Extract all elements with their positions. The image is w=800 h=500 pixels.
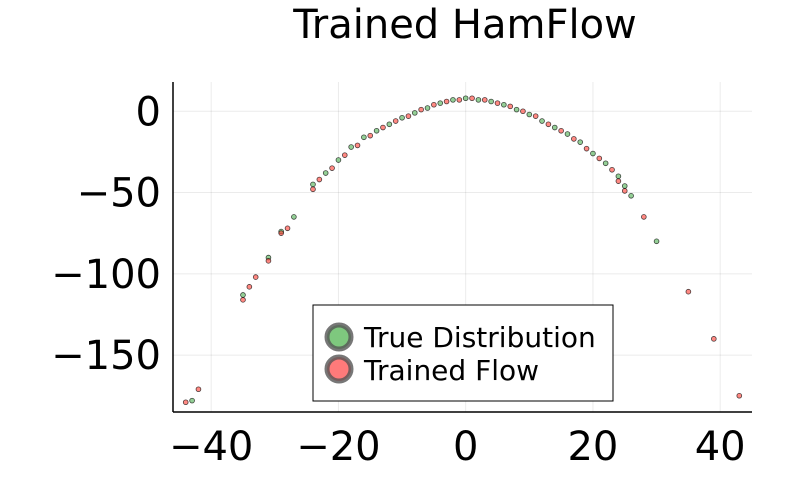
trained-flow-point: [494, 100, 501, 106]
trained-flow-point: [284, 225, 291, 232]
trained-flow-point: [641, 214, 647, 220]
true-distribution-point: [437, 100, 444, 106]
trained-flow-point: [431, 101, 437, 108]
true-distribution-point: [291, 214, 297, 220]
trained-flow-point: [685, 288, 692, 295]
y-tick-label: −100: [51, 252, 161, 298]
trained-flow-point: [609, 166, 615, 173]
true-distribution-point: [602, 160, 609, 167]
true-distribution-point: [240, 292, 246, 298]
true-distribution-point: [564, 131, 571, 137]
true-distribution-point: [475, 97, 482, 103]
true-distribution-point: [411, 110, 418, 116]
x-tick-label: 0: [453, 424, 478, 470]
true-distribution-point: [501, 101, 507, 108]
trained-flow-point: [481, 97, 488, 103]
true-distribution-point: [621, 183, 628, 189]
y-tick-label: −150: [51, 333, 161, 379]
x-tick-label: −40: [169, 424, 253, 470]
trained-flow-point: [418, 106, 424, 113]
legend-marker-trained-flow: [324, 354, 354, 384]
data-points: [182, 95, 743, 406]
trained-flow-point: [367, 132, 374, 139]
trained-flow-point: [341, 152, 348, 158]
trained-flow-point: [405, 113, 412, 119]
trained-flow-point: [520, 108, 526, 115]
true-distribution-point: [399, 114, 405, 121]
legend: True Distribution Trained Flow: [312, 304, 614, 402]
true-distribution-point: [551, 124, 558, 131]
true-distribution-point: [539, 118, 545, 124]
trained-flow-point: [545, 121, 552, 128]
true-distribution-point: [424, 105, 431, 111]
trained-flow-point: [246, 284, 253, 290]
true-distribution-point: [361, 134, 367, 141]
trained-flow-point: [443, 98, 450, 105]
trained-flow-point: [532, 113, 539, 119]
true-distribution-point: [462, 95, 469, 102]
trained-flow-point: [329, 165, 335, 171]
trained-flow-point: [278, 230, 284, 236]
true-distribution-point: [322, 170, 329, 176]
trained-flow-point: [456, 97, 463, 103]
true-distribution-point: [348, 144, 354, 150]
trained-flow-point: [615, 178, 622, 184]
x-tick-label: −20: [296, 424, 380, 470]
legend-label-trained-flow: Trained Flow: [363, 354, 539, 387]
true-distribution-point: [310, 181, 316, 188]
true-distribution-point: [189, 397, 195, 404]
x-tick-label: 40: [695, 424, 746, 470]
chart-title: Trained HamFlow: [292, 2, 637, 48]
trained-flow-point: [558, 127, 564, 134]
true-distribution-point: [335, 157, 342, 163]
trained-flow-point: [195, 386, 202, 393]
true-distribution-point: [450, 97, 456, 103]
true-distribution-point: [488, 98, 494, 105]
trained-flow-point: [354, 142, 361, 149]
trained-flow-point: [392, 118, 399, 124]
trained-flow-point: [240, 297, 246, 303]
legend-label-true-distribution: True Distribution: [363, 321, 596, 354]
trained-flow-point: [380, 124, 386, 131]
true-distribution-point: [628, 192, 634, 199]
trained-flow-point: [571, 136, 577, 142]
true-distribution-point: [513, 106, 520, 113]
tick-labels: −40 −20 0 20 40 0 −50 −100 −150: [51, 89, 746, 470]
true-distribution-point: [615, 173, 622, 180]
y-tick-label: −50: [77, 171, 161, 217]
trained-flow-point: [507, 103, 514, 110]
legend-box: [312, 304, 614, 402]
trained-flow-point: [621, 188, 628, 194]
true-distribution-point: [526, 111, 533, 118]
trained-flow-point: [711, 336, 717, 342]
trained-flow-point: [736, 392, 743, 399]
true-distribution-point: [386, 121, 393, 128]
trained-flow-point: [469, 95, 475, 102]
true-distribution-point: [653, 238, 660, 245]
trained-flow-point: [316, 176, 323, 183]
trained-flow-point: [252, 274, 259, 280]
true-distribution-point: [373, 127, 380, 134]
trained-flow-point: [583, 145, 590, 152]
trained-flow-point: [265, 258, 272, 264]
trained-flow-point: [182, 399, 189, 406]
x-tick-label: 20: [567, 424, 618, 470]
trained-flow-point: [310, 186, 316, 193]
trained-flow-point: [596, 155, 603, 162]
y-tick-label: 0: [136, 89, 161, 135]
true-distribution-point: [590, 150, 596, 157]
axes: [172, 82, 752, 413]
true-distribution-point: [577, 139, 584, 145]
legend-marker-true-distribution: [324, 322, 354, 352]
